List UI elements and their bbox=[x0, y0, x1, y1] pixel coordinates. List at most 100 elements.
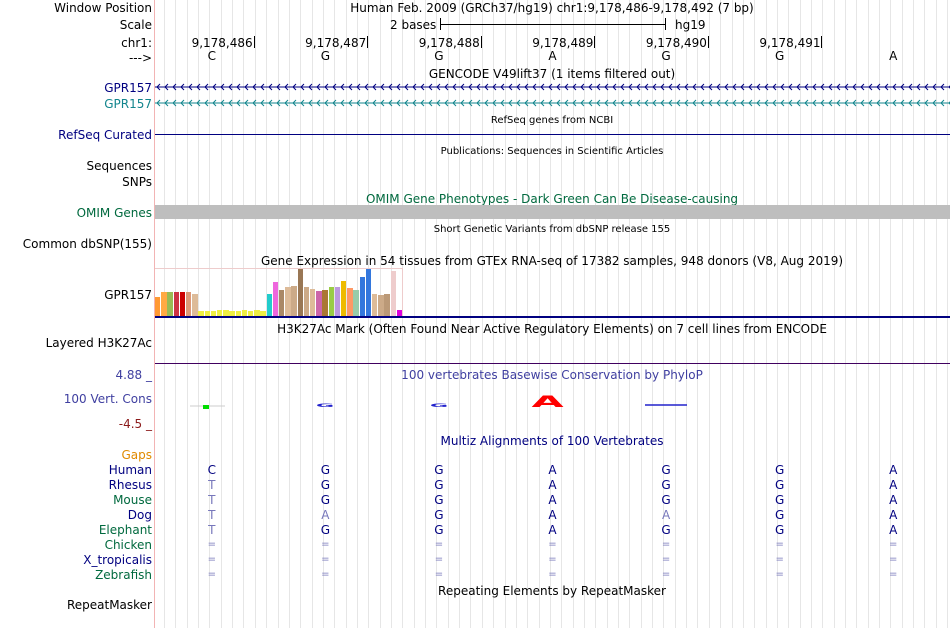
chrom-label: chr1: bbox=[121, 36, 152, 50]
grid-line bbox=[470, 0, 471, 628]
repeatmasker-label[interactable]: RepeatMasker bbox=[66, 598, 152, 612]
gtex-tissue-bar[interactable] bbox=[279, 289, 285, 316]
gtex-tissue-bar[interactable] bbox=[347, 288, 353, 316]
gtex-tissue-bar[interactable] bbox=[396, 309, 403, 316]
gtex-tissue-bar[interactable] bbox=[161, 292, 167, 316]
strand-chevron bbox=[860, 83, 865, 91]
multiz-gaps-label[interactable]: Gaps bbox=[121, 448, 152, 462]
gtex-tissue-bar[interactable] bbox=[186, 292, 192, 316]
gtex-tissue-bar[interactable] bbox=[359, 276, 365, 316]
gencode-transcripts[interactable] bbox=[155, 80, 950, 110]
gtex-tissue-bar[interactable] bbox=[291, 286, 297, 316]
gtex-tissue-bar[interactable] bbox=[384, 294, 390, 316]
multiz-species-label[interactable]: Zebrafish bbox=[95, 568, 152, 582]
publications-label-sequences[interactable]: Sequences bbox=[86, 159, 152, 173]
omim-label[interactable]: OMIM Genes bbox=[76, 206, 152, 220]
refseq-label[interactable]: RefSeq Curated bbox=[58, 128, 152, 142]
strand-chevron bbox=[772, 83, 777, 91]
strand-chevron bbox=[836, 83, 841, 91]
gtex-tissue-bar[interactable] bbox=[297, 268, 303, 316]
gencode-item-label-1[interactable]: GPR157 bbox=[104, 81, 152, 95]
gtex-tissue-bar[interactable] bbox=[378, 295, 384, 316]
strand-chevron bbox=[564, 83, 569, 91]
multiz-species-label[interactable]: Dog bbox=[127, 508, 152, 522]
gtex-tissue-bar[interactable] bbox=[179, 292, 186, 316]
gtex-tissue-bar[interactable] bbox=[167, 292, 173, 316]
omim-title[interactable]: OMIM Gene Phenotypes - Dark Green Can Be… bbox=[365, 192, 739, 206]
cons-title[interactable]: 100 vertebrates Basewise Conservation by… bbox=[401, 368, 703, 382]
strand-chevron bbox=[548, 99, 553, 107]
publications-label-snps[interactable]: SNPs bbox=[122, 175, 152, 189]
gtex-tissue-bar[interactable] bbox=[210, 311, 217, 316]
h3k27ac-title[interactable]: H3K27Ac Mark (Often Found Near Active Re… bbox=[277, 322, 827, 336]
strand-chevron bbox=[908, 83, 913, 91]
strand-chevron bbox=[524, 83, 529, 91]
gtex-tissue-bar[interactable] bbox=[372, 294, 378, 316]
coordinate-tick bbox=[367, 36, 369, 48]
gtex-tissue-bar[interactable] bbox=[241, 310, 248, 316]
gtex-tissue-bar[interactable] bbox=[235, 311, 241, 316]
strand-chevron bbox=[708, 83, 713, 91]
gtex-tissue-bar[interactable] bbox=[303, 287, 310, 316]
grid-line bbox=[448, 0, 449, 628]
gtex-tissue-bar[interactable] bbox=[192, 294, 198, 316]
gtex-tissue-bar[interactable] bbox=[341, 280, 347, 316]
dbsnp-label[interactable]: Common dbSNP(155) bbox=[22, 237, 152, 251]
cons-label[interactable]: 100 Vert. Cons bbox=[63, 392, 152, 406]
gtex-tissue-bar[interactable] bbox=[229, 311, 235, 316]
refseq-gene-line[interactable] bbox=[155, 134, 950, 135]
strand-chevron bbox=[756, 99, 761, 107]
gtex-tissue-bar[interactable] bbox=[198, 311, 204, 316]
gtex-tissue-bar[interactable] bbox=[353, 289, 359, 316]
refseq-title[interactable]: RefSeq genes from NCBI bbox=[490, 115, 614, 126]
multiz-species-label[interactable]: Chicken bbox=[104, 538, 152, 552]
gtex-tissue-bar[interactable] bbox=[173, 292, 179, 316]
gtex-tissue-bar[interactable] bbox=[272, 281, 279, 316]
gtex-tissue-bar[interactable] bbox=[334, 287, 341, 316]
publications-title[interactable]: Publications: Sequences in Scientific Ar… bbox=[440, 146, 664, 157]
cons-glyphs[interactable]: G G A bbox=[155, 392, 950, 412]
multiz-title[interactable]: Multiz Alignments of 100 Vertebrates bbox=[440, 434, 664, 448]
gtex-tissue-bar[interactable] bbox=[254, 310, 260, 316]
gtex-tissue-bar[interactable] bbox=[328, 287, 334, 316]
multiz-base: G bbox=[661, 493, 671, 507]
gtex-tissue-bar[interactable] bbox=[316, 291, 322, 316]
gtex-tissue-bar[interactable] bbox=[260, 311, 266, 316]
h3k27ac-label[interactable]: Layered H3K27Ac bbox=[45, 336, 152, 350]
gencode-item-label-2[interactable]: GPR157 bbox=[104, 97, 152, 111]
strand-chevron bbox=[244, 83, 249, 91]
omim-feature-bar[interactable] bbox=[155, 205, 950, 219]
gtex-tissue-bar[interactable] bbox=[223, 310, 229, 316]
strand-chevron bbox=[892, 99, 897, 107]
multiz-species-label[interactable]: Mouse bbox=[113, 493, 152, 507]
strand-chevron bbox=[156, 83, 161, 91]
multiz-base: A bbox=[889, 493, 898, 507]
gtex-tissue-bar[interactable] bbox=[266, 294, 272, 316]
gtex-tissue-bar[interactable] bbox=[390, 271, 396, 316]
strand-chevron bbox=[508, 99, 513, 107]
repeatmasker-title[interactable]: Repeating Elements by RepeatMasker bbox=[438, 584, 666, 598]
gtex-tissue-bar[interactable] bbox=[217, 310, 223, 316]
gtex-bar-graph[interactable] bbox=[155, 268, 950, 316]
grid-line bbox=[868, 0, 869, 628]
multiz-base: A bbox=[548, 463, 557, 477]
gtex-tissue-bar[interactable] bbox=[285, 287, 291, 316]
multiz-species-label[interactable]: Human bbox=[108, 463, 152, 477]
gtex-tissue-bar[interactable] bbox=[310, 289, 316, 316]
dbsnp-title[interactable]: Short Genetic Variants from dbSNP releas… bbox=[433, 224, 671, 235]
strand-chevron bbox=[692, 83, 697, 91]
gtex-tissue-bar[interactable] bbox=[155, 296, 161, 316]
strand-chevron bbox=[876, 99, 881, 107]
multiz-species-label[interactable]: X_tropicalis bbox=[83, 553, 152, 567]
gtex-tissue-bar[interactable] bbox=[204, 311, 210, 316]
strand-chevron bbox=[260, 99, 265, 107]
multiz-species-label[interactable]: Elephant bbox=[98, 523, 152, 537]
strand-chevron bbox=[684, 99, 689, 107]
multiz-species-label[interactable]: Rhesus bbox=[108, 478, 152, 492]
gtex-tissue-bar[interactable] bbox=[322, 289, 328, 316]
gtex-tissue-bar[interactable] bbox=[248, 311, 254, 316]
gtex-tissue-bar[interactable] bbox=[365, 268, 372, 316]
gencode-title[interactable]: GENCODE V49lift37 (1 items filtered out) bbox=[428, 67, 676, 81]
gtex-label[interactable]: GPR157 bbox=[104, 288, 152, 302]
gtex-title[interactable]: Gene Expression in 54 tissues from GTEx … bbox=[260, 254, 844, 268]
